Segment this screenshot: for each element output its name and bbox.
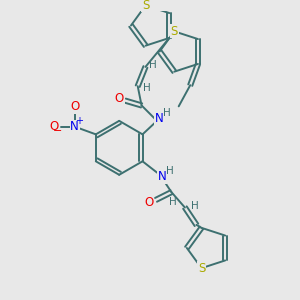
Text: H: H	[191, 201, 198, 211]
Text: +: +	[76, 116, 83, 126]
Text: O: O	[50, 120, 59, 133]
Text: H: H	[149, 60, 157, 70]
Text: O: O	[115, 92, 124, 105]
Text: S: S	[171, 25, 178, 38]
Text: N: N	[70, 120, 79, 133]
Text: −: −	[52, 127, 62, 136]
Text: N: N	[158, 170, 166, 183]
Text: H: H	[166, 166, 173, 176]
Text: O: O	[70, 100, 79, 113]
Text: O: O	[145, 196, 154, 209]
Text: S: S	[142, 0, 149, 12]
Text: H: H	[169, 197, 177, 207]
Text: H: H	[163, 108, 170, 118]
Text: S: S	[198, 262, 205, 275]
Text: N: N	[154, 112, 163, 125]
Text: H: H	[143, 83, 151, 93]
